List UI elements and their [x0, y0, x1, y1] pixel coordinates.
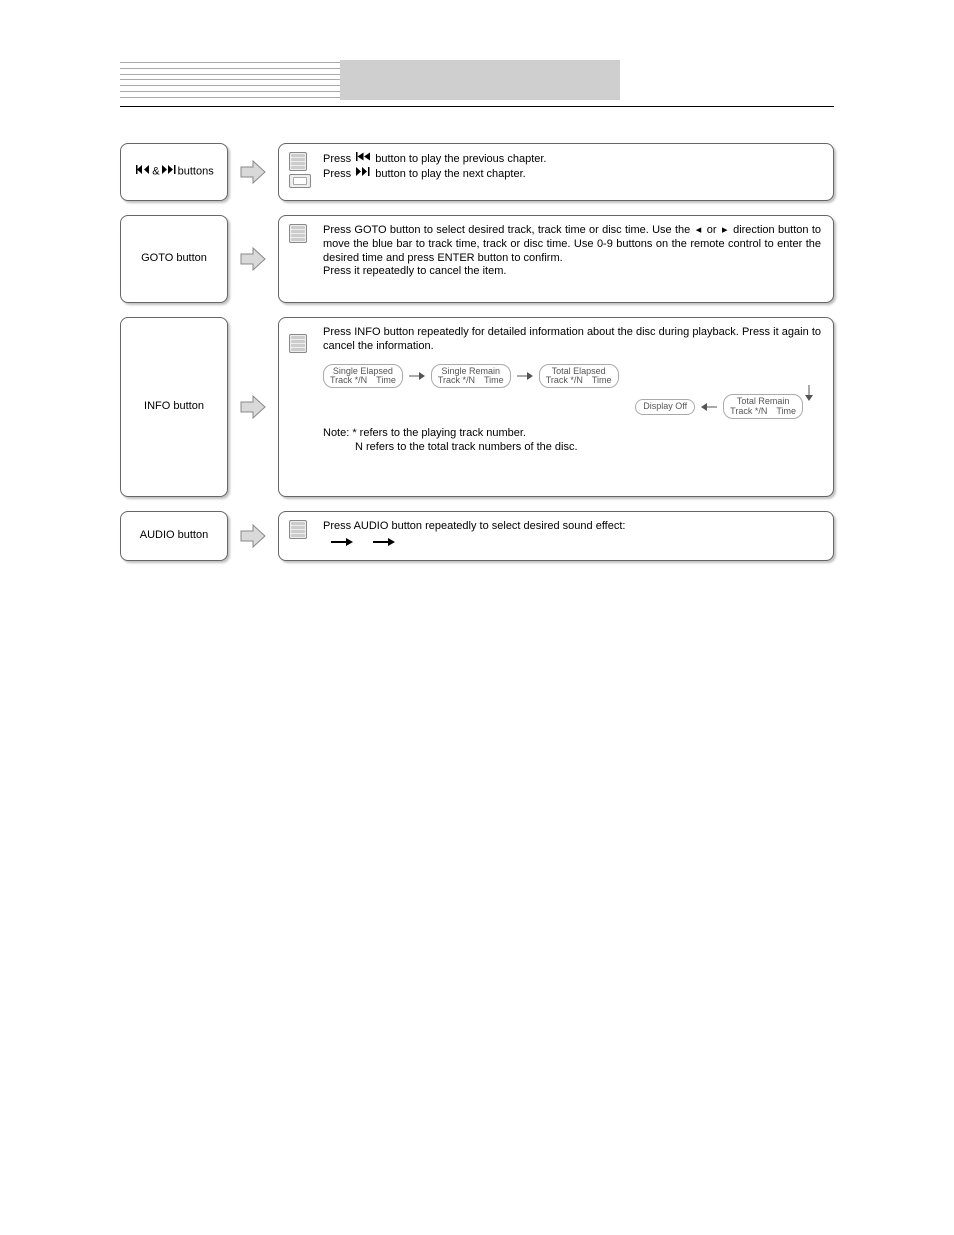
info-label: INFO button	[144, 400, 204, 413]
row-info: INFO button Press INFO button repeatedly…	[120, 317, 834, 497]
skip-description: Press button to play the previous chapte…	[323, 152, 821, 190]
remote-icon	[289, 334, 317, 486]
remote-icon	[289, 152, 317, 190]
goto-button-label-box: GOTO button	[120, 215, 228, 303]
audio-description-box: Press AUDIO button repeatedly to select …	[278, 511, 834, 561]
row-audio: AUDIO button Press AUDIO button repeated…	[120, 511, 834, 561]
arrow-icon	[238, 215, 268, 303]
skip-prev-icon	[356, 152, 370, 166]
skip-prev-icon	[136, 165, 150, 178]
info-description: Press INFO button repeatedly for detaile…	[323, 326, 821, 486]
row-skip: & buttons Press button to play t	[120, 143, 834, 201]
audio-button-label-box: AUDIO button	[120, 511, 228, 561]
arrow-right-icon	[373, 538, 395, 546]
page: & buttons Press button to play t	[0, 0, 954, 635]
pill-single-elapsed: Single Elapsed Track */N Time	[323, 364, 403, 389]
audio-sequence	[323, 538, 821, 546]
row-goto: GOTO button Press GOTO button to select …	[120, 215, 834, 303]
skip-buttons-label-box: & buttons	[120, 143, 228, 201]
arrow-right-icon	[331, 538, 353, 546]
remote-icon	[289, 224, 317, 292]
goto-description-box: Press GOTO button to select desired trac…	[278, 215, 834, 303]
pill-display-off: Display Off	[635, 399, 695, 414]
pill-single-remain: Single Remain Track */N Time	[431, 364, 511, 389]
remote-icon	[289, 520, 317, 550]
page-header	[120, 60, 834, 107]
skip-label: & buttons	[134, 165, 213, 179]
audio-label: AUDIO button	[140, 529, 208, 542]
arrow-left-icon	[701, 403, 717, 411]
goto-label: GOTO button	[141, 252, 207, 265]
pill-total-remain: Total Remain Track */N Time	[723, 394, 803, 419]
audio-description: Press AUDIO button repeatedly to select …	[323, 520, 821, 550]
header-grey-bar	[340, 60, 620, 100]
arrow-right-icon	[409, 372, 425, 380]
arrow-right-icon	[517, 372, 533, 380]
arrow-icon	[238, 511, 268, 561]
info-button-label-box: INFO button	[120, 317, 228, 497]
info-flow-diagram: Single Elapsed Track */N Time Single Rem…	[323, 364, 821, 420]
info-note-2: N refers to the total track numbers of t…	[323, 441, 821, 455]
pill-total-elapsed: Total Elapsed Track */N Time	[539, 364, 619, 389]
skip-next-icon	[162, 165, 176, 178]
skip-next-icon	[356, 167, 370, 181]
info-description-box: Press INFO button repeatedly for detaile…	[278, 317, 834, 497]
arrow-icon	[238, 317, 268, 497]
header-rule-lines	[120, 60, 340, 100]
goto-description: Press GOTO button to select desired trac…	[323, 224, 821, 292]
info-note-1: Note: * refers to the playing track numb…	[323, 427, 821, 441]
arrow-icon	[238, 143, 268, 201]
skip-description-box: Press button to play the previous chapte…	[278, 143, 834, 201]
arrow-down-icon	[805, 385, 813, 401]
